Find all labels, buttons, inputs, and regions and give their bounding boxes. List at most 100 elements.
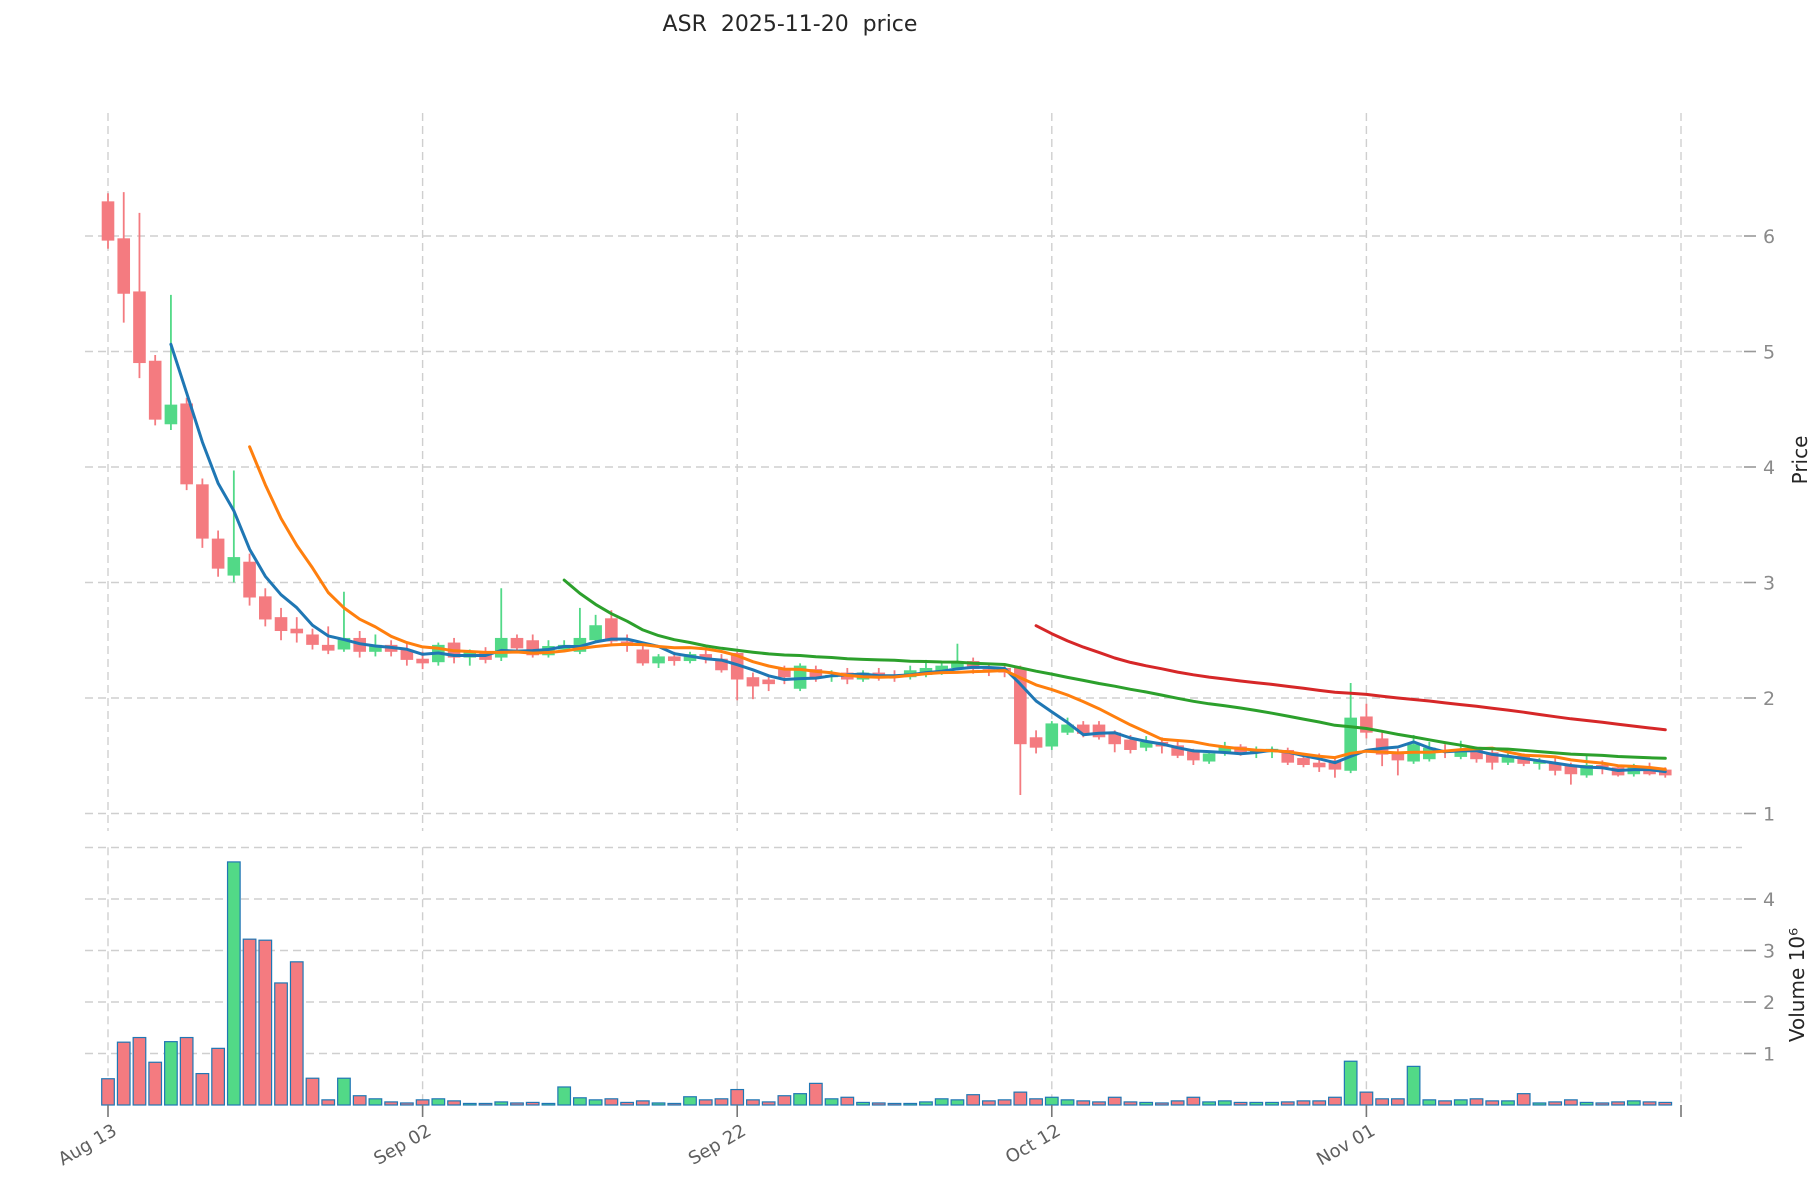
volume-bar: [510, 1102, 524, 1106]
volume-bar: [195, 1072, 210, 1106]
volume-bar: [1265, 1101, 1279, 1106]
candlestick: [196, 484, 209, 539]
volume-bar: [777, 1095, 792, 1106]
candlestick: [1454, 749, 1468, 757]
volume-bar: [179, 1036, 194, 1106]
candlestick: [935, 665, 948, 673]
volume-bar: [1249, 1101, 1264, 1106]
volume-bar: [1579, 1101, 1594, 1106]
volume-bar: [1516, 1093, 1531, 1106]
volume-bar: [824, 1098, 839, 1106]
volume-bar: [1438, 1100, 1452, 1106]
volume-bar: [226, 861, 241, 1106]
candlestick: [1029, 737, 1043, 748]
volume-bar: [1092, 1101, 1106, 1106]
y-tick-label: 2: [1763, 992, 1775, 1014]
candlestick: [259, 596, 272, 620]
volume-bar: [462, 1102, 477, 1106]
candlestick: [211, 538, 225, 569]
volume-bar: [1076, 1100, 1091, 1106]
volume-bar: [1343, 1060, 1358, 1106]
volume-bar: [651, 1102, 666, 1106]
x-tick-label: Nov 01: [1313, 1120, 1379, 1170]
candlestick: [966, 661, 980, 670]
volume-bar: [1611, 1101, 1625, 1106]
candlestick: [1108, 732, 1122, 745]
volume-bar: [1469, 1098, 1484, 1106]
volume-bar: [1595, 1102, 1610, 1106]
volume-bar: [966, 1094, 981, 1106]
volume-bar: [981, 1100, 996, 1106]
candlestick: [321, 644, 335, 651]
volume-bar: [132, 1036, 147, 1106]
candlestick: [1124, 739, 1137, 750]
volume-bar: [494, 1101, 509, 1106]
volume-bar: [211, 1047, 226, 1106]
candlestick: [1061, 724, 1074, 733]
volume-bar: [934, 1098, 949, 1106]
candlestick: [809, 669, 823, 678]
volume-bar: [1328, 1096, 1342, 1106]
volume-bar: [1013, 1091, 1028, 1106]
volume-bar: [1453, 1099, 1468, 1106]
volume-bar: [116, 1041, 131, 1106]
volume-bar: [478, 1102, 493, 1106]
candlestick: [589, 625, 602, 641]
candlestick: [605, 618, 618, 642]
candlestick: [1297, 758, 1310, 765]
candlestick: [510, 637, 524, 649]
volume-bar: [604, 1098, 619, 1106]
volume-bar: [447, 1100, 461, 1106]
volume-bar: [541, 1102, 556, 1106]
volume-bar: [1233, 1101, 1248, 1106]
volume-bar: [352, 1095, 367, 1106]
candlestick: [1218, 746, 1232, 754]
x-tick-label: Sep 22: [685, 1120, 750, 1169]
volume-bar: [856, 1101, 870, 1106]
candlestick: [274, 617, 288, 632]
volume-bar: [258, 939, 273, 1106]
candlestick: [164, 404, 178, 425]
volume-layer: [101, 861, 1673, 1106]
volume-bar: [384, 1101, 399, 1106]
volume-bar: [1123, 1101, 1138, 1106]
volume-bar: [1155, 1102, 1169, 1106]
volume-bar: [164, 1041, 178, 1106]
candlestick: [227, 557, 241, 576]
candlestick: [369, 644, 382, 652]
candlestick: [1045, 723, 1059, 747]
sma5-line: [169, 342, 1667, 774]
candlestick: [101, 201, 115, 241]
volume-bar: [919, 1101, 933, 1106]
volume-bar: [368, 1098, 383, 1106]
volume-bar: [1485, 1100, 1500, 1106]
candlestick: [400, 649, 414, 660]
volume-bar: [1375, 1098, 1390, 1106]
candlestick: [1092, 724, 1106, 738]
volume-bar: [399, 1102, 414, 1106]
candlestick: [1501, 756, 1515, 763]
x-tick-label: Oct 12: [1002, 1120, 1064, 1168]
candlestick: [1470, 749, 1483, 760]
volume-bar: [415, 1099, 430, 1106]
candlestick: [746, 677, 760, 687]
volume-bar: [1563, 1099, 1578, 1106]
candlestick: [117, 238, 131, 294]
candlestick: [699, 654, 713, 659]
candlestick: [416, 658, 429, 664]
volume-bar: [1422, 1099, 1437, 1106]
y-tick-label: 3: [1763, 573, 1775, 595]
candlestick: [1580, 764, 1593, 776]
volume-bar: [1044, 1096, 1059, 1106]
candlestick: [762, 679, 775, 685]
candlestick: [337, 637, 351, 650]
candlestick: [290, 628, 304, 634]
y-tick-label: 1: [1763, 1044, 1775, 1066]
chart-title: ASR 2025-11-20 price: [662, 12, 918, 37]
candlestick: [1076, 724, 1090, 734]
volume-bar: [1359, 1091, 1374, 1106]
volume-bar: [1548, 1101, 1563, 1106]
volume-bar: [337, 1077, 351, 1106]
candlestick: [1312, 762, 1326, 768]
